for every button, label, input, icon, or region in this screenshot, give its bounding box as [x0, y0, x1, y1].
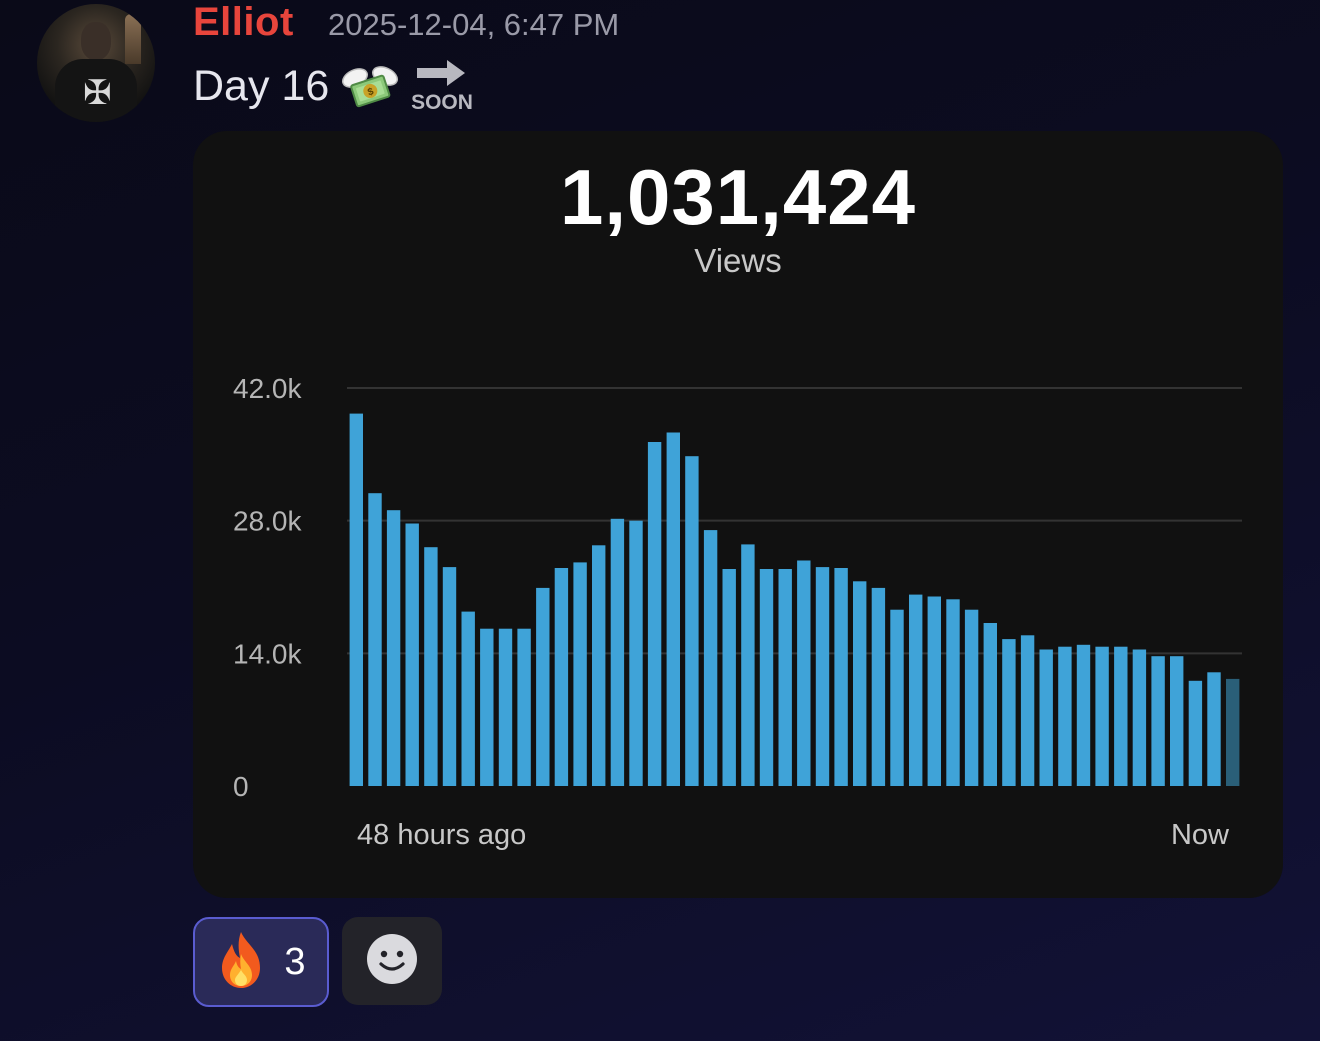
chart-bar[interactable]	[461, 611, 475, 786]
chart-bar[interactable]	[1114, 646, 1128, 786]
chart-bar[interactable]	[386, 510, 401, 786]
svg-text:$: $	[367, 86, 376, 98]
chart-bar[interactable]	[797, 560, 811, 787]
chart-bar[interactable]	[1132, 649, 1147, 787]
chart-bar[interactable]	[1188, 680, 1203, 786]
chart-bar[interactable]	[666, 432, 680, 787]
avatar-head	[81, 22, 111, 60]
chart-bar[interactable]	[983, 623, 997, 786]
message-text: Day 16	[193, 61, 330, 110]
chart-bar[interactable]	[1039, 649, 1053, 787]
chart-bar[interactable]	[647, 442, 662, 786]
chart-bar[interactable]	[610, 518, 625, 786]
avatar[interactable]: ✠	[37, 4, 155, 122]
add-reaction-button[interactable]	[342, 917, 442, 1005]
chart-bar[interactable]	[517, 628, 531, 786]
soon-arrow-icon: SOON	[411, 58, 473, 114]
chart-bar[interactable]	[629, 520, 643, 786]
chart-bar[interactable]	[890, 609, 904, 786]
y-tick-label: 14.0k	[233, 638, 302, 669]
chart-bar[interactable]	[741, 544, 755, 786]
chart-bar[interactable]	[685, 456, 699, 786]
reaction-count: 3	[284, 940, 306, 983]
chart-bar[interactable]	[853, 581, 867, 786]
chart-bar[interactable]	[1002, 639, 1016, 786]
chart-bar[interactable]	[815, 567, 830, 786]
chart-bar[interactable]	[778, 569, 792, 786]
chart-bar[interactable]	[909, 594, 923, 786]
chart-bar[interactable]	[1151, 656, 1165, 786]
chart-bar[interactable]	[759, 569, 774, 786]
fire-icon	[216, 930, 266, 995]
x-start-label: 48 hours ago	[357, 819, 526, 851]
avatar-background-tower	[125, 14, 141, 64]
cross-graphic-icon: ✠	[83, 73, 112, 113]
x-end-label: Now	[1171, 819, 1230, 851]
chart-bar[interactable]	[964, 609, 979, 786]
chart-bar[interactable]	[349, 413, 363, 786]
chart-bar[interactable]	[722, 569, 736, 786]
author-name[interactable]: Elliot	[193, 0, 294, 44]
views-stats-card: 0 14.0k 28.0k 42.0k 48 hours ago Now	[193, 131, 1283, 898]
chart-bar[interactable]	[834, 568, 848, 786]
chart-bar[interactable]	[573, 562, 587, 786]
money-with-wings-icon: $	[341, 60, 399, 112]
chart-bar[interactable]	[946, 599, 960, 786]
chart-bar[interactable]	[442, 567, 457, 786]
chart-bar[interactable]	[871, 587, 886, 786]
chart-bar[interactable]	[1207, 672, 1221, 786]
smiley-icon	[366, 933, 418, 990]
chart-bar[interactable]	[498, 628, 513, 786]
svg-text:SOON: SOON	[411, 91, 473, 114]
chart-bar[interactable]	[1170, 656, 1184, 786]
chart-bar[interactable]	[1058, 646, 1072, 786]
chart-bar[interactable]	[480, 628, 494, 786]
avatar-shirt	[55, 59, 137, 122]
chart-bar[interactable]	[405, 523, 419, 787]
chart-bar[interactable]	[368, 493, 382, 786]
chart-bar[interactable]	[554, 568, 569, 786]
chart-bar[interactable]	[1095, 646, 1109, 786]
message-timestamp: 2025-12-04, 6:47 PM	[328, 7, 620, 42]
views-bar-chart: 0 14.0k 28.0k 42.0k 48 hours ago Now	[233, 373, 1242, 851]
chart-bar[interactable]	[592, 545, 606, 786]
views-label: Views	[694, 242, 782, 279]
chart-bar[interactable]	[424, 547, 438, 786]
y-tick-label: 42.0k	[233, 373, 302, 404]
y-tick-label: 0	[233, 771, 249, 802]
chart-bar[interactable]	[1226, 678, 1240, 786]
chart-bar[interactable]	[927, 596, 941, 787]
y-tick-label: 28.0k	[233, 506, 302, 537]
chart-bar[interactable]	[536, 587, 550, 786]
chart-bar[interactable]	[703, 530, 718, 786]
chart-bar[interactable]	[1020, 635, 1035, 786]
chart-bar[interactable]	[1076, 644, 1091, 786]
fire-reaction-button[interactable]: 3	[193, 917, 329, 1007]
total-views-count: 1,031,424	[559, 153, 916, 241]
message-body: Day 16 $ SOON	[193, 58, 473, 114]
